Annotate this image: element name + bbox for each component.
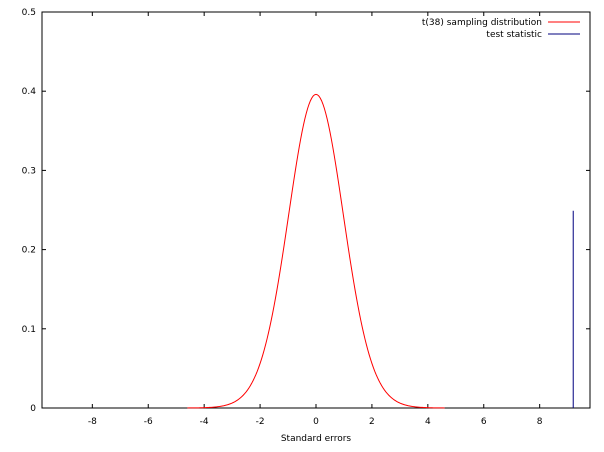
y-tick-label: 0.3 [22,166,36,176]
x-tick-label: 2 [369,417,375,427]
x-tick-label: 4 [425,417,431,427]
x-tick-label: -8 [88,417,97,427]
plot-frame [41,11,591,409]
y-tick-label: 0 [30,404,36,414]
legend-label: t(38) sampling distribution [422,18,542,28]
legend: t(38) sampling distribution test statisti… [422,18,580,40]
y-tick-label: 0.1 [22,325,36,335]
series-group [187,93,574,409]
series-line-t-distribution [187,93,445,409]
legend-label: test statistic [486,30,542,40]
x-tick-label: 6 [481,417,487,427]
y-tick-label: 0.2 [22,246,36,256]
y-tick-label: 0.5 [22,8,36,18]
x-tick-label: 8 [537,417,543,427]
x-tick-label: -6 [144,417,153,427]
axis-ticks: -8 -6 -4 -2 0 2 4 6 8 0 0.1 0.2 0.3 0.4 0.5 [22,8,590,427]
y-tick-label: 0.4 [22,87,37,97]
x-axis-label: Standard errors [281,434,352,444]
x-tick-label: -4 [200,417,209,427]
x-tick-label: -2 [256,417,265,427]
x-tick-label: 0 [313,417,319,427]
